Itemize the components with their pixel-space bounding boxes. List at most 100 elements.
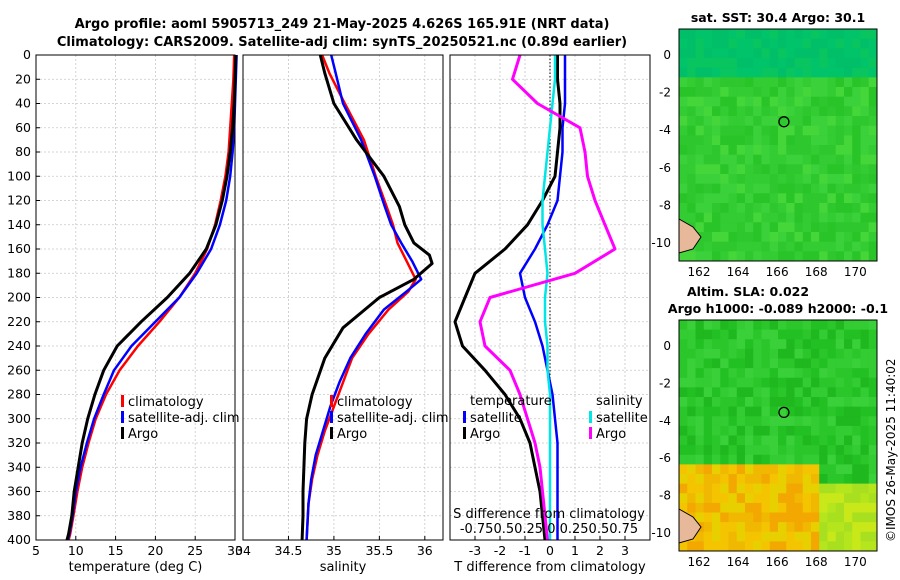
series-line-s-satellite [541,55,557,540]
map-cell [802,387,812,398]
map-cell [703,106,713,117]
map-cell [852,464,861,475]
map-cell [703,329,713,340]
map-cell [761,320,771,331]
map-cell [819,502,828,513]
map-cell [778,454,787,465]
series-line-climatology [67,54,236,541]
map-cell [868,222,878,233]
map-cell [844,106,853,117]
y-tick-label: 120 [7,193,31,208]
map-cell [679,454,688,465]
map-cell [802,541,812,552]
map-cell [852,193,861,204]
map-cell [827,454,837,465]
map-cell [844,164,853,175]
y-tick-label: 340 [7,459,31,474]
map-cell [794,474,804,485]
map-cell [852,96,861,107]
map-cell [745,464,754,475]
map-cell [703,164,713,175]
map-cell [703,174,713,185]
map-cell [703,29,713,40]
map-cell [703,445,713,456]
map-cell [695,251,705,262]
temperature-legend: climatology satellite-adj. clim Argo [121,395,240,442]
map-cell [745,212,754,223]
map-cell [827,222,837,233]
map-cell [778,203,787,214]
map-cell [703,368,713,379]
map-cell [728,48,738,59]
map-cell [868,474,878,485]
map-cell [786,435,795,446]
map-cell [703,77,713,88]
map-cell [695,96,705,107]
map-cell [778,474,787,485]
map-cell [794,58,804,69]
map-cell [868,154,878,165]
map-cell [819,406,828,417]
map-cell [712,174,721,185]
map-cell [844,145,853,156]
map-cell [769,541,779,552]
map-cell [860,416,870,427]
map-cell [844,502,853,513]
sla-map-title-2: Argo h1000: -0.089 h2000: -0.1 [668,301,888,316]
x-tick-label: 20 [147,543,163,558]
map-cell [712,106,721,117]
map-cell [819,241,828,252]
map-cell [769,445,779,456]
map-cell [769,474,779,485]
map-cell [695,464,705,475]
map-cell [720,87,729,98]
map-cell [811,106,820,117]
map-cell [802,154,812,165]
map-cell [736,87,746,98]
map-cell [753,87,762,98]
map-cell [728,77,738,88]
sst-map-title: sat. SST: 30.4 Argo: 30.1 [691,10,865,25]
map-cell [753,541,762,552]
x-axis-label: temperature (deg C) [69,560,203,575]
map-cell [695,358,705,369]
map-cell [778,541,787,552]
legend-label-s-sat: satellite [596,411,648,426]
map-cell [811,387,820,398]
map-cell [811,135,820,146]
map-cell [720,474,729,485]
map-cell [703,38,713,49]
map-cell [794,454,804,465]
map-cell [712,241,721,252]
map-cell [819,541,828,552]
map-cell [728,125,738,136]
map-cell [712,154,721,165]
map-cell [745,67,754,78]
x-tick-label: 25 [187,543,203,558]
map-cell [811,416,820,427]
map-cell [769,425,779,436]
map-cell [827,174,837,185]
map-cell [703,67,713,78]
map-cell [835,164,845,175]
map-cell [712,320,721,331]
map-cell [736,183,746,194]
map-cell [761,368,771,379]
map-cell [728,106,738,117]
map-cell [761,474,771,485]
map-cell [679,425,688,436]
map-cell [794,502,804,513]
map-cell [679,106,688,117]
map-cell [835,58,845,69]
map-cell [794,203,804,214]
map-cell [679,348,688,359]
map-cell [753,116,762,127]
map-cell [811,193,820,204]
map-cell [819,67,828,78]
map-cell [687,87,696,98]
map-cell [778,445,787,456]
map-cell [835,474,845,485]
map-cell [720,67,729,78]
map-cell [703,377,713,388]
map-cell [778,212,787,223]
